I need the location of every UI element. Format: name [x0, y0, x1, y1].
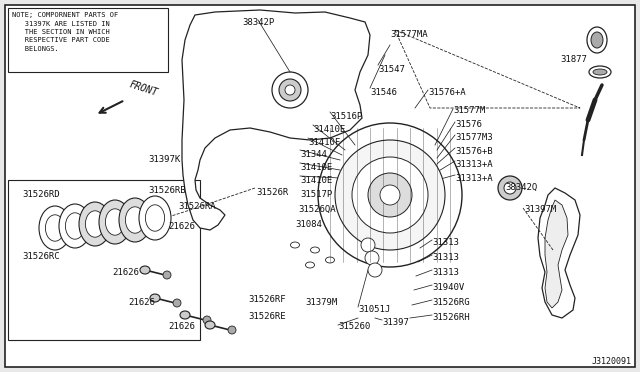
Circle shape [368, 263, 382, 277]
Ellipse shape [180, 311, 190, 319]
Ellipse shape [85, 211, 104, 237]
Ellipse shape [310, 247, 319, 253]
Text: 31547: 31547 [378, 65, 405, 74]
Bar [8, 8, 168, 72]
Text: 31877: 31877 [560, 55, 587, 64]
Text: 38342P: 38342P [242, 18, 274, 27]
Text: 31313+A: 31313+A [455, 174, 493, 183]
Ellipse shape [79, 202, 111, 246]
Text: 31397: 31397 [382, 318, 409, 327]
Circle shape [335, 140, 445, 250]
Ellipse shape [326, 257, 335, 263]
Text: 31397M: 31397M [524, 205, 556, 214]
Text: 21626: 21626 [128, 298, 155, 307]
Circle shape [361, 238, 375, 252]
Ellipse shape [587, 27, 607, 53]
Text: 31313: 31313 [432, 268, 459, 277]
Text: 31313: 31313 [432, 238, 459, 247]
Text: 31526RE: 31526RE [248, 312, 285, 321]
Circle shape [203, 316, 211, 324]
Text: 31576: 31576 [455, 120, 482, 129]
Text: FRONT: FRONT [128, 79, 159, 98]
Circle shape [498, 176, 522, 200]
Circle shape [279, 79, 301, 101]
Text: 21626: 21626 [168, 222, 195, 231]
Text: 31410E: 31410E [300, 163, 332, 172]
Text: 31526RD: 31526RD [22, 190, 60, 199]
Circle shape [380, 185, 400, 205]
Ellipse shape [39, 206, 71, 250]
Text: 31313+A: 31313+A [455, 160, 493, 169]
Ellipse shape [589, 66, 611, 78]
Text: 31546: 31546 [370, 88, 397, 97]
Text: 31313: 31313 [432, 253, 459, 262]
Text: 31526QA: 31526QA [298, 205, 335, 214]
Ellipse shape [145, 205, 164, 231]
Text: 31526R: 31526R [256, 188, 288, 197]
Ellipse shape [125, 207, 145, 233]
Bar [8, 180, 200, 340]
Text: 31526RF: 31526RF [248, 295, 285, 304]
Text: 31526RA: 31526RA [178, 202, 216, 211]
Text: 31526RC: 31526RC [22, 252, 60, 261]
Ellipse shape [591, 32, 603, 48]
Text: 31577M: 31577M [453, 106, 485, 115]
Circle shape [173, 299, 181, 307]
Ellipse shape [150, 294, 160, 302]
Ellipse shape [291, 242, 300, 248]
Text: 31577M3: 31577M3 [455, 133, 493, 142]
Text: 31410E: 31410E [300, 176, 332, 185]
Text: 31526RG: 31526RG [432, 298, 470, 307]
Text: 31526RH: 31526RH [432, 313, 470, 322]
Text: 31526RB: 31526RB [148, 186, 186, 195]
Circle shape [504, 182, 516, 194]
Text: 31051J: 31051J [358, 305, 390, 314]
Text: 31084: 31084 [295, 220, 322, 229]
Circle shape [163, 271, 171, 279]
Text: 31410E: 31410E [313, 125, 345, 134]
Text: J3120091: J3120091 [592, 357, 632, 366]
Text: 31940V: 31940V [432, 283, 464, 292]
Text: 31344: 31344 [300, 150, 327, 159]
Ellipse shape [106, 209, 125, 235]
Text: 315260: 315260 [338, 322, 371, 331]
Text: 31379M: 31379M [305, 298, 337, 307]
Text: 31410F: 31410F [308, 138, 340, 147]
Circle shape [272, 72, 308, 108]
Text: 38342Q: 38342Q [505, 183, 537, 192]
Text: 21626: 21626 [168, 322, 195, 331]
Text: 31576+A: 31576+A [428, 88, 466, 97]
Ellipse shape [205, 321, 215, 329]
Ellipse shape [45, 215, 65, 241]
Text: 31397K: 31397K [148, 155, 180, 164]
Polygon shape [538, 188, 580, 318]
Ellipse shape [99, 200, 131, 244]
Ellipse shape [593, 69, 607, 75]
Ellipse shape [65, 213, 84, 239]
Text: NOTE; COMPORNENT PARTS OF
   31397K ARE LISTED IN
   THE SECTION IN WHICH
   RES: NOTE; COMPORNENT PARTS OF 31397K ARE LIS… [12, 12, 118, 52]
Text: 21626: 21626 [112, 268, 139, 277]
Text: 31577MA: 31577MA [390, 30, 428, 39]
Polygon shape [182, 10, 370, 230]
Text: 31516P: 31516P [330, 112, 362, 121]
Circle shape [365, 251, 379, 265]
Ellipse shape [140, 266, 150, 274]
Circle shape [228, 326, 236, 334]
Circle shape [352, 157, 428, 233]
Circle shape [318, 123, 462, 267]
Ellipse shape [139, 196, 171, 240]
Text: 31517P: 31517P [300, 190, 332, 199]
Text: 31576+B: 31576+B [455, 147, 493, 156]
Ellipse shape [305, 262, 314, 268]
Ellipse shape [59, 204, 91, 248]
Ellipse shape [119, 198, 151, 242]
Polygon shape [545, 200, 568, 308]
Circle shape [368, 173, 412, 217]
Circle shape [285, 85, 295, 95]
